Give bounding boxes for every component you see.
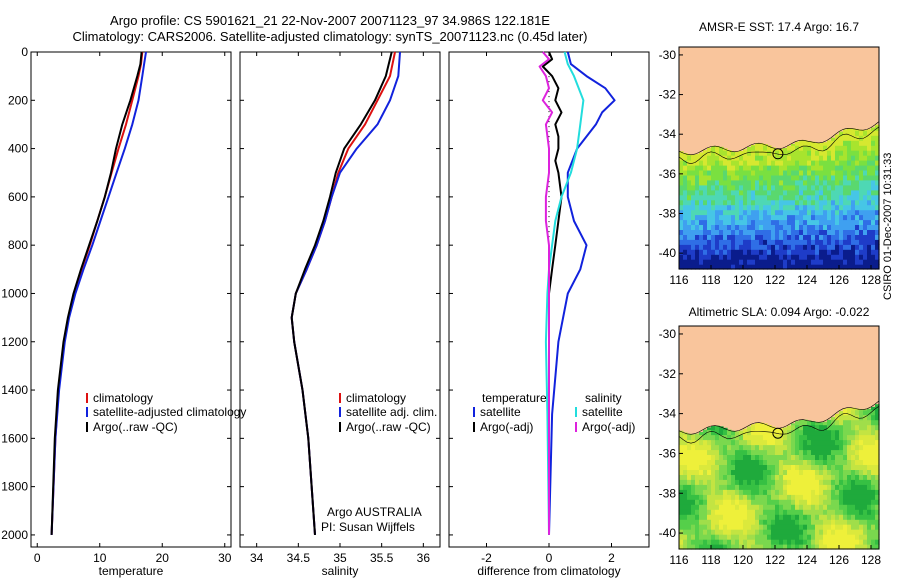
y-tick-label: -34 [659,407,677,421]
x-axis-label: temperature [99,564,164,578]
y-tick-label: -30 [659,48,677,62]
x-tick-label: 126 [829,273,849,287]
x-axis-label: difference from climatology [477,564,620,578]
x-tick-label: 118 [701,273,720,287]
y-tick-label: 1200 [1,335,28,349]
map-frame [678,46,880,270]
series-line-3 [290,51,393,535]
legend-satellite-adjusted-label: satellite-adjusted climatology [93,405,246,419]
x-tick-label: -2 [481,551,492,565]
map-panel-sst [678,46,880,270]
annotation-pi: PI: Susan Wijffels [321,520,415,534]
x-tick-label: 0 [546,551,553,565]
legend-climatology-label: climatology [346,391,406,405]
y-tick-label: 1800 [1,480,28,494]
profile-panel-3 [448,51,650,548]
legend-sal-satellite-label: satellite [582,405,623,419]
panel-frame [239,51,441,548]
float-position-marker [772,148,784,160]
x-tick-label: 35 [333,551,347,565]
x-tick-label: 122 [765,553,785,567]
profile-panel-1 [30,51,232,548]
x-tick-label: 34 [250,551,264,565]
figure-title-line2: Climatology: CARS2006. Satellite-adjuste… [72,29,588,44]
y-tick-label: 200 [8,93,28,107]
y-tick-label: -30 [659,327,677,341]
map-title: AMSR-E SST: 17.4 Argo: 16.7 [699,20,859,34]
x-tick-label: 124 [797,273,817,287]
map-frame [678,325,880,550]
x-tick-label: 118 [701,553,720,567]
legend-argo-label: Argo(..raw -QC) [93,420,178,434]
x-tick-label: 34.5 [287,551,311,565]
y-tick-label: -38 [659,207,677,221]
figure-title-line1: Argo profile: CS 5901621_21 22-Nov-2007 … [110,13,550,28]
x-tick-label: 2 [608,551,615,565]
map-field-cells [679,404,880,550]
y-tick-label: -32 [659,367,677,381]
profile-panel-2 [239,51,441,548]
y-tick-label: -34 [659,127,677,141]
x-tick-label: 20 [156,551,170,565]
y-tick-label: 800 [8,238,28,252]
x-tick-label: 10 [93,551,107,565]
legend-heading-temperature: temperature [482,391,547,405]
series-line-3 [544,51,585,535]
x-tick-label: 128 [861,553,881,567]
y-tick-label: -40 [659,246,677,260]
x-axis-label: salinity [322,564,359,578]
y-tick-label: -36 [659,446,677,460]
y-tick-label: -32 [659,88,677,102]
map-field-cells [679,124,880,270]
legend-temp-satellite-label: satellite [480,405,521,419]
legend-satellite-adj-label: satellite adj. clim. [346,405,437,419]
y-tick-label: 600 [8,190,28,204]
x-tick-label: 30 [218,551,232,565]
annotation-argo-australia: Argo AUSTRALIA [327,505,422,519]
y-tick-label: 1000 [1,286,28,300]
legend-argo-label: Argo(..raw -QC) [346,420,431,434]
panel-frame [30,51,232,548]
x-tick-label: 124 [797,553,817,567]
y-tick-label: -40 [659,526,677,540]
credit-text: CSIRO 01-Dec-2007 10:31:33 [882,152,894,300]
x-tick-label: 116 [669,273,688,287]
y-tick-label: 1400 [1,383,28,397]
map-title: Altimetric SLA: 0.094 Argo: -0.022 [689,305,870,319]
x-tick-label: 120 [733,553,753,567]
y-tick-label: -38 [659,486,677,500]
x-tick-label: 120 [733,273,753,287]
x-tick-label: 0 [34,551,41,565]
y-tick-label: 400 [8,142,28,156]
x-tick-label: 35.5 [370,551,394,565]
series-line-2 [50,51,147,535]
float-position-marker [772,427,784,439]
y-tick-label: 2000 [1,528,28,542]
x-tick-label: 128 [861,273,881,287]
legend-sal-argo-label: Argo(-adj) [582,420,635,434]
isobath-line [678,405,880,444]
legend-climatology-label: climatology [93,391,153,405]
x-tick-label: 126 [829,553,849,567]
legend-heading-salinity: salinity [585,391,622,405]
y-tick-label: 1600 [1,431,28,445]
legend-temp-argo-label: Argo(-adj) [480,420,533,434]
x-tick-label: 116 [669,553,688,567]
map-panel-sla [678,325,880,550]
series-line-3 [50,51,143,535]
x-tick-label: 122 [765,273,785,287]
series-line-1 [548,51,616,535]
y-tick-label: -36 [659,167,677,181]
x-tick-label: 36 [417,551,431,565]
y-tick-label: 0 [21,45,28,59]
series-line-4 [538,51,554,535]
isobath-line [678,126,880,165]
